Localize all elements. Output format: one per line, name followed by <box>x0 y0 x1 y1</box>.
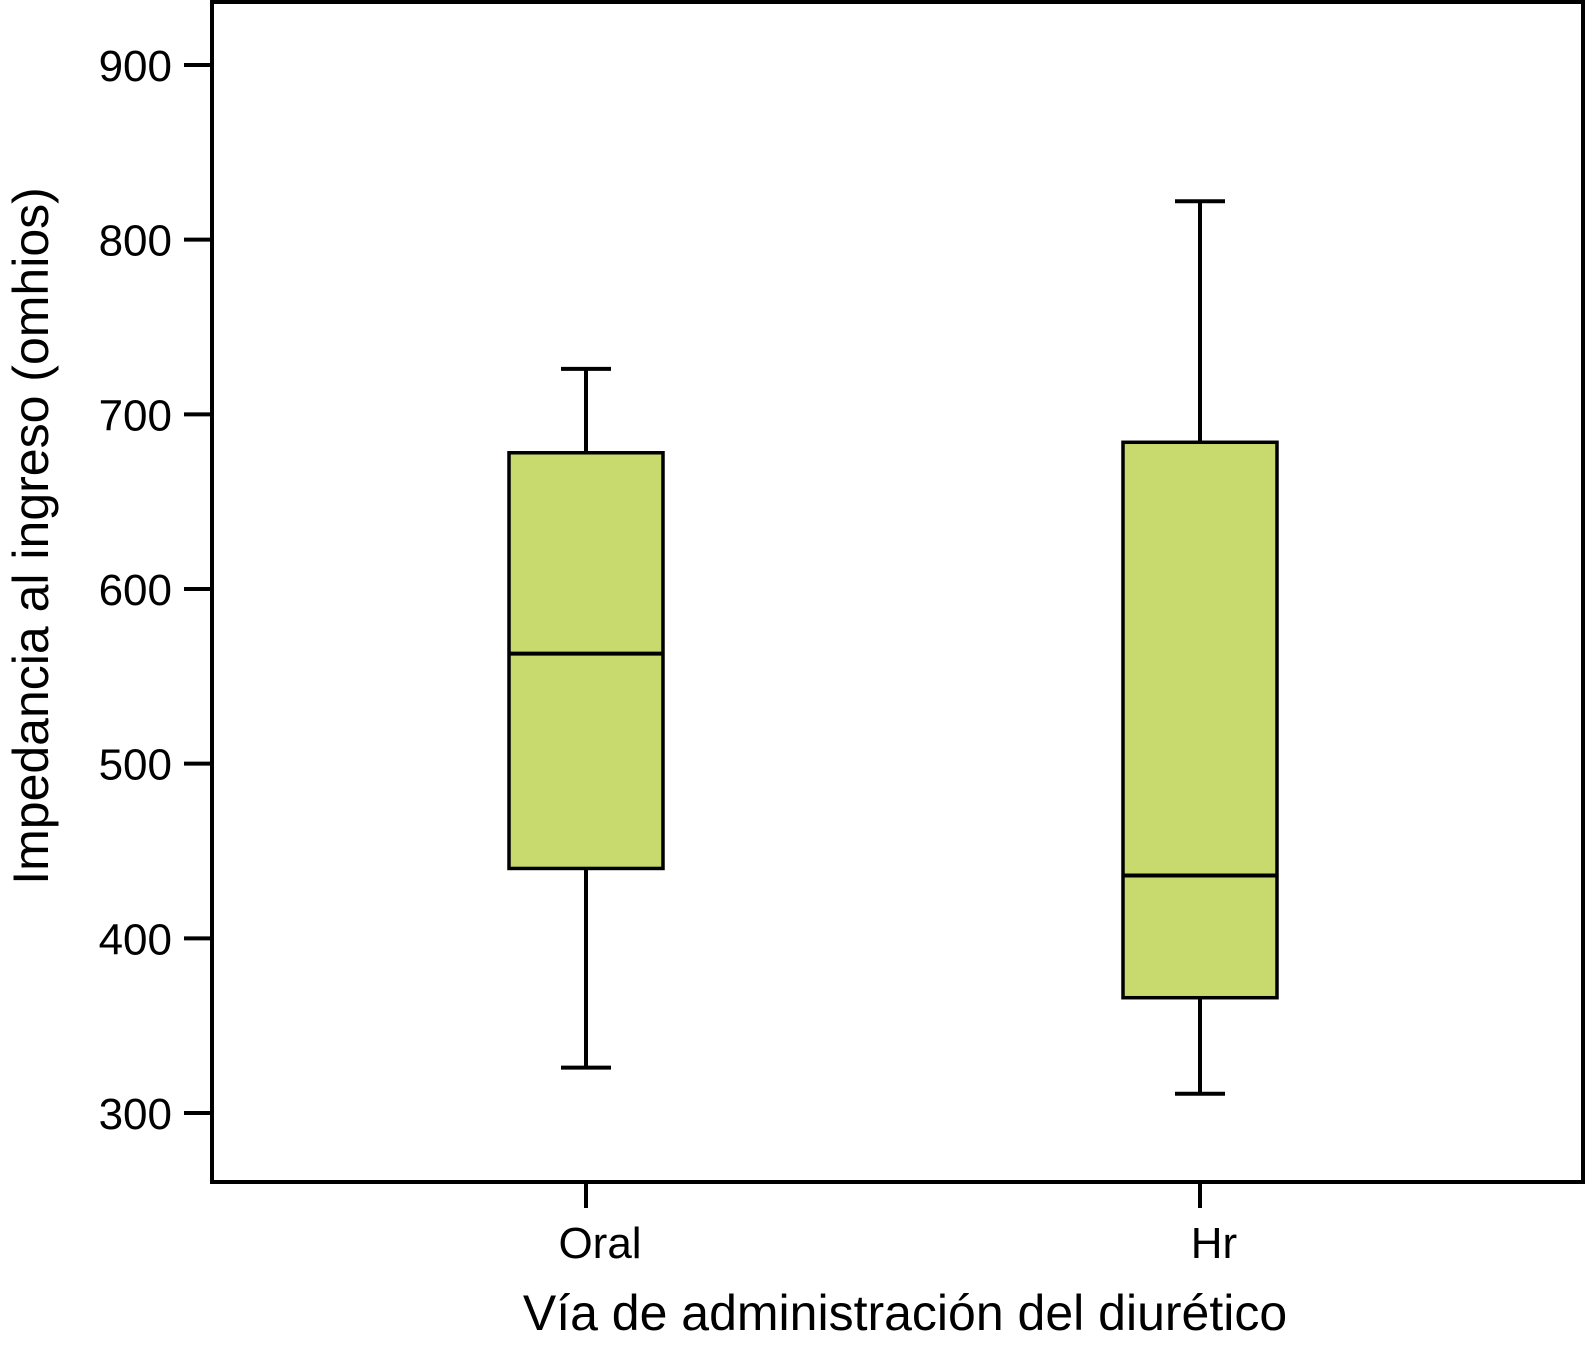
plot-frame <box>210 0 1585 1184</box>
box-oral <box>507 366 665 1070</box>
x-axis-title: Vía de administración del diurético <box>523 1285 1287 1341</box>
y-tick-label: 600 <box>99 566 172 615</box>
x-tick-label: Hr <box>1191 1219 1237 1268</box>
box-hr <box>1121 199 1279 1096</box>
y-tick-label: 800 <box>99 217 172 266</box>
y-tick-label: 900 <box>99 42 172 91</box>
y-tick-label: 400 <box>99 915 172 964</box>
iqr-box <box>1121 440 1279 1000</box>
y-axis: 300 400 500 600 700 800 900 <box>99 42 212 1139</box>
iqr-box <box>507 451 665 871</box>
x-tick-label: Oral <box>558 1219 641 1268</box>
y-tick-label: 700 <box>99 391 172 440</box>
y-tick-label: 500 <box>99 741 172 790</box>
x-axis: Oral Hr <box>558 1182 1237 1268</box>
box-series <box>507 199 1279 1096</box>
y-axis-title: Impedancia al ingreso (omhios) <box>3 187 59 885</box>
y-tick-label: 300 <box>99 1090 172 1139</box>
